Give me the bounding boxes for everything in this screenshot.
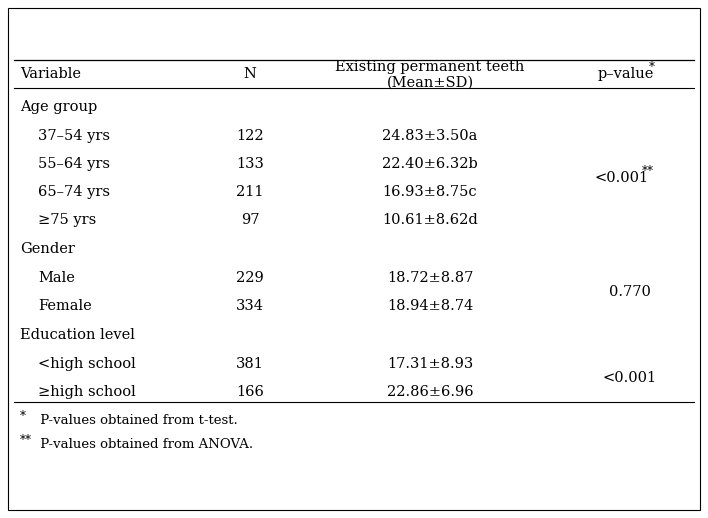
- Text: <0.001: <0.001: [595, 171, 649, 185]
- Text: Variable: Variable: [20, 67, 81, 81]
- Text: 122: 122: [236, 129, 264, 143]
- Text: 97: 97: [241, 213, 259, 227]
- Text: ≥75 yrs: ≥75 yrs: [38, 213, 96, 227]
- Text: 133: 133: [236, 157, 264, 171]
- Text: Gender: Gender: [20, 242, 75, 256]
- Text: **: **: [20, 434, 32, 447]
- Text: 381: 381: [236, 357, 264, 371]
- Text: *: *: [20, 410, 26, 423]
- Text: 334: 334: [236, 299, 264, 313]
- Text: *: *: [649, 61, 655, 74]
- Text: Education level: Education level: [20, 328, 135, 342]
- Text: Existing permanent teeth: Existing permanent teeth: [336, 60, 525, 74]
- Text: <0.001: <0.001: [603, 371, 657, 385]
- Text: 55–64 yrs: 55–64 yrs: [38, 157, 110, 171]
- Text: Male: Male: [38, 271, 75, 285]
- Text: P-values obtained from ANOVA.: P-values obtained from ANOVA.: [36, 438, 253, 451]
- Text: 211: 211: [236, 185, 264, 199]
- Text: N: N: [244, 67, 256, 81]
- Text: 22.40±6.32b: 22.40±6.32b: [382, 157, 478, 171]
- Text: 166: 166: [236, 385, 264, 399]
- Text: P-values obtained from t-test.: P-values obtained from t-test.: [36, 413, 238, 426]
- Text: 0.770: 0.770: [609, 285, 651, 299]
- Text: 24.83±3.50a: 24.83±3.50a: [382, 129, 478, 143]
- Text: 18.94±8.74: 18.94±8.74: [387, 299, 473, 313]
- Text: 65–74 yrs: 65–74 yrs: [38, 185, 110, 199]
- Text: ≥high school: ≥high school: [38, 385, 136, 399]
- Text: **: **: [642, 165, 654, 178]
- Text: 16.93±8.75c: 16.93±8.75c: [383, 185, 477, 199]
- Text: p–value: p–value: [598, 67, 654, 81]
- Text: (Mean±SD): (Mean±SD): [387, 76, 474, 90]
- Text: <high school: <high school: [38, 357, 136, 371]
- Text: Age group: Age group: [20, 100, 97, 114]
- Text: 10.61±8.62d: 10.61±8.62d: [382, 213, 478, 227]
- Text: 37–54 yrs: 37–54 yrs: [38, 129, 110, 143]
- Text: 22.86±6.96: 22.86±6.96: [387, 385, 474, 399]
- Text: 229: 229: [236, 271, 264, 285]
- Text: Female: Female: [38, 299, 92, 313]
- Text: 18.72±8.87: 18.72±8.87: [387, 271, 473, 285]
- Text: 17.31±8.93: 17.31±8.93: [387, 357, 473, 371]
